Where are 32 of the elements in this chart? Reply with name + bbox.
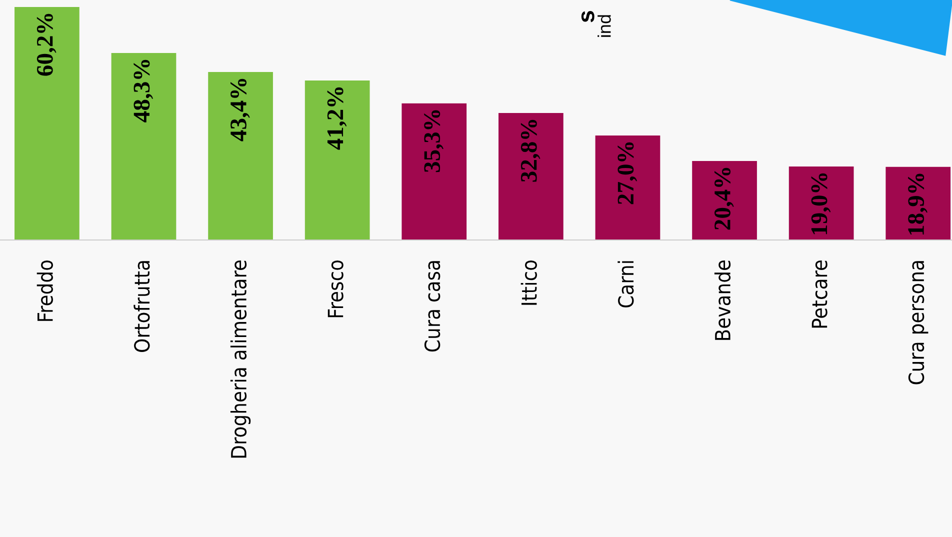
data-label: 18,9% bbox=[908, 174, 928, 235]
x-tick-label: Cura persona bbox=[908, 261, 928, 384]
bar bbox=[498, 113, 564, 240]
data-label: 48,3% bbox=[134, 60, 154, 122]
x-tick-label: Carni bbox=[618, 261, 634, 308]
bar bbox=[595, 135, 660, 240]
data-label: 19,0% bbox=[811, 173, 831, 234]
x-tick-label: Fresco bbox=[328, 260, 344, 318]
data-label: 32,8% bbox=[520, 120, 540, 182]
bar bbox=[692, 161, 757, 240]
annotation: ind bbox=[598, 15, 611, 37]
x-tick-label: Ortofrutta bbox=[134, 261, 150, 352]
data-label: 27,0% bbox=[618, 142, 638, 204]
x-tick-label: Petcare bbox=[812, 260, 828, 328]
data-label: 35,3% bbox=[424, 110, 444, 172]
x-tick-label: Bevande bbox=[714, 260, 731, 340]
bar bbox=[14, 6, 80, 240]
bar bbox=[886, 166, 951, 240]
data-label: 20,4% bbox=[714, 168, 734, 230]
bar bbox=[402, 103, 467, 240]
bar bbox=[788, 166, 854, 240]
data-label: 41,2% bbox=[327, 87, 347, 150]
data-label: 43,4% bbox=[230, 78, 250, 142]
data-label: 60,2% bbox=[36, 14, 56, 76]
bar bbox=[208, 72, 273, 240]
x-tick-label: Cura casa bbox=[424, 261, 440, 352]
x-tick-label: Ittico bbox=[520, 260, 537, 305]
x-tick-label: Freddo bbox=[36, 260, 53, 321]
bar bbox=[304, 80, 370, 240]
annotation: s bbox=[581, 10, 594, 22]
x-tick-label: Drogheria alimentare bbox=[230, 260, 251, 458]
bar bbox=[111, 53, 176, 240]
